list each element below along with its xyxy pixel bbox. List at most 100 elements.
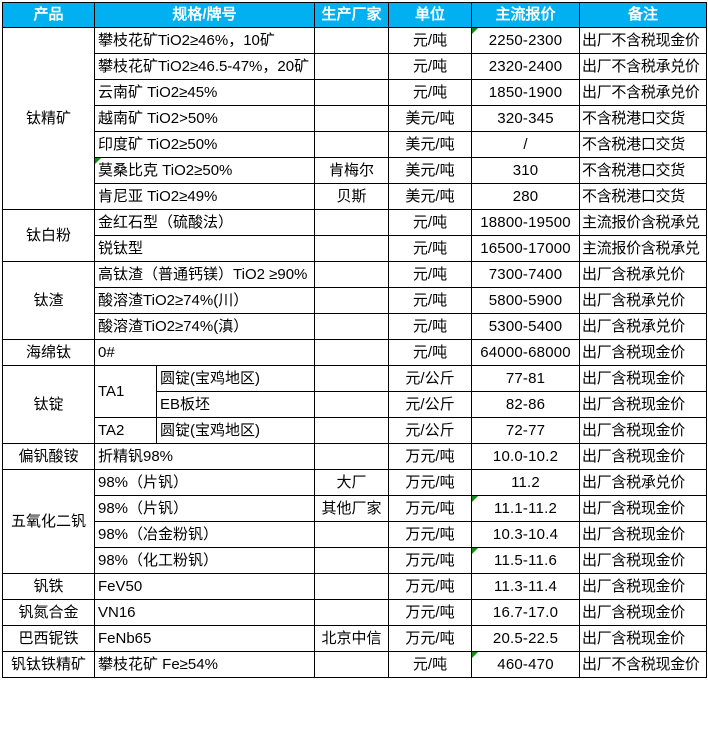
cell-note[interactable]: 出厂不含税承兑价 — [579, 79, 708, 106]
cell-note[interactable]: 不含税港口交货 — [579, 105, 708, 132]
cell-unit[interactable]: 万元/吨 — [388, 469, 473, 496]
cell-spec[interactable]: 云南矿 TiO2≥45% — [93, 79, 316, 106]
cell-unit[interactable]: 万元/吨 — [388, 625, 473, 652]
cell-spec[interactable]: TA2 — [94, 417, 157, 444]
cell-price[interactable]: 77-81 — [471, 365, 581, 392]
cell-price[interactable]: 11.5-11.6 — [471, 547, 581, 574]
cell-note[interactable]: 不含税港口交货 — [579, 157, 708, 184]
cell-unit[interactable]: 万元/吨 — [388, 521, 473, 548]
cell-spec[interactable]: 98%（冶金粉钒） — [93, 521, 316, 548]
cell-spec[interactable]: TA1 — [94, 365, 157, 418]
cell-product[interactable]: 钒钛铁精矿 — [2, 651, 95, 678]
cell-product[interactable]: 钛锭 — [2, 365, 95, 444]
cell-note[interactable]: 出厂含税承兑价 — [579, 469, 708, 496]
cell-vendor[interactable] — [314, 313, 390, 340]
cell-spec[interactable]: FeV50 — [93, 573, 316, 600]
cell-spec[interactable]: 高钛渣（普通钙镁）TiO2 ≥90% — [93, 261, 316, 288]
cell-vendor[interactable] — [314, 209, 390, 236]
cell-note[interactable]: 主流报价含税承兑 — [579, 209, 708, 236]
cell-note[interactable]: 出厂含税现金价 — [579, 521, 708, 548]
cell-vendor[interactable] — [314, 261, 390, 288]
header-cell-unit[interactable]: 单位 — [388, 2, 473, 28]
cell-unit[interactable]: 元/公斤 — [388, 391, 473, 418]
cell-vendor[interactable] — [314, 235, 390, 262]
cell-note[interactable]: 出厂不含税现金价 — [579, 651, 708, 678]
cell-price[interactable]: 16500-17000 — [471, 235, 581, 262]
cell-product[interactable]: 巴西铌铁 — [2, 625, 95, 652]
cell-spec[interactable]: VN16 — [93, 599, 316, 626]
cell-price[interactable]: 10.0-10.2 — [471, 443, 581, 470]
cell-spec[interactable]: 肯尼亚 TiO2≥49% — [93, 183, 316, 210]
cell-vendor[interactable] — [314, 599, 390, 626]
cell-product[interactable]: 偏钒酸铵 — [2, 443, 95, 470]
cell-vendor[interactable] — [314, 651, 390, 678]
cell-unit[interactable]: 美元/吨 — [388, 183, 473, 210]
cell-note[interactable]: 出厂含税现金价 — [579, 599, 708, 626]
cell-spec[interactable]: 金红石型（硫酸法） — [93, 209, 316, 236]
cell-spec[interactable]: 0# — [93, 339, 316, 366]
cell-vendor[interactable] — [314, 27, 390, 54]
cell-unit[interactable]: 元/公斤 — [388, 365, 473, 392]
cell-price[interactable]: 1850-1900 — [471, 79, 581, 106]
cell-spec[interactable]: 攀枝花矿 Fe≥54% — [93, 651, 316, 678]
cell-unit[interactable]: 元/吨 — [388, 79, 473, 106]
cell-price[interactable]: 11.3-11.4 — [471, 573, 581, 600]
cell-spec_sub[interactable]: 圆锭(宝鸡地区) — [155, 417, 316, 444]
cell-price[interactable]: / — [471, 131, 581, 158]
cell-spec[interactable]: 折精钒98% — [93, 443, 316, 470]
cell-vendor[interactable] — [314, 79, 390, 106]
cell-note[interactable]: 出厂含税承兑价 — [579, 287, 708, 314]
cell-vendor[interactable] — [314, 521, 390, 548]
cell-product[interactable]: 钒铁 — [2, 573, 95, 600]
cell-price[interactable]: 82-86 — [471, 391, 581, 418]
cell-unit[interactable]: 元/吨 — [388, 261, 473, 288]
cell-spec[interactable]: 攀枝花矿TiO2≥46.5-47%，20矿 — [93, 53, 316, 80]
cell-note[interactable]: 出厂含税现金价 — [579, 547, 708, 574]
cell-spec[interactable]: FeNb65 — [93, 625, 316, 652]
cell-note[interactable]: 主流报价含税承兑 — [579, 235, 708, 262]
cell-product[interactable]: 钒氮合金 — [2, 599, 95, 626]
cell-price[interactable]: 11.2 — [471, 469, 581, 496]
cell-spec[interactable]: 98%（片钒） — [93, 469, 316, 496]
cell-note[interactable]: 出厂含税现金价 — [579, 339, 708, 366]
cell-note[interactable]: 出厂含税现金价 — [579, 625, 708, 652]
cell-spec[interactable]: 酸溶渣TiO2≥74%(川） — [93, 287, 316, 314]
cell-note[interactable]: 出厂不含税现金价 — [579, 27, 708, 54]
cell-vendor[interactable]: 大厂 — [314, 469, 390, 496]
cell-spec[interactable]: 98%（化工粉钒） — [93, 547, 316, 574]
cell-spec[interactable]: 攀枝花矿TiO2≥46%，10矿 — [93, 27, 316, 54]
header-cell-note[interactable]: 备注 — [579, 2, 708, 28]
cell-spec_sub[interactable]: EB板坯 — [155, 391, 316, 418]
cell-vendor[interactable] — [314, 131, 390, 158]
cell-spec[interactable]: 越南矿 TiO2>50% — [93, 105, 316, 132]
cell-price[interactable]: 16.7-17.0 — [471, 599, 581, 626]
cell-vendor[interactable] — [314, 417, 390, 444]
cell-vendor[interactable]: 北京中信 — [314, 625, 390, 652]
cell-price[interactable]: 5300-5400 — [471, 313, 581, 340]
cell-price[interactable]: 72-77 — [471, 417, 581, 444]
cell-unit[interactable]: 元/吨 — [388, 235, 473, 262]
cell-unit[interactable]: 美元/吨 — [388, 131, 473, 158]
cell-unit[interactable]: 万元/吨 — [388, 547, 473, 574]
cell-note[interactable]: 出厂含税现金价 — [579, 443, 708, 470]
cell-note[interactable]: 出厂含税现金价 — [579, 391, 708, 418]
cell-product[interactable]: 钛白粉 — [2, 209, 95, 262]
cell-vendor[interactable] — [314, 547, 390, 574]
cell-price[interactable]: 5800-5900 — [471, 287, 581, 314]
cell-price[interactable]: 2250-2300 — [471, 27, 581, 54]
header-cell-spec[interactable]: 规格/牌号 — [93, 2, 316, 28]
cell-price[interactable]: 10.3-10.4 — [471, 521, 581, 548]
cell-unit[interactable]: 元/吨 — [388, 209, 473, 236]
cell-unit[interactable]: 元/吨 — [388, 313, 473, 340]
cell-unit[interactable]: 元/吨 — [388, 287, 473, 314]
cell-note[interactable]: 不含税港口交货 — [579, 131, 708, 158]
cell-product[interactable]: 海绵钛 — [2, 339, 95, 366]
cell-vendor[interactable]: 肯梅尔 — [314, 157, 390, 184]
header-cell-price[interactable]: 主流报价 — [471, 2, 581, 28]
cell-note[interactable]: 出厂含税现金价 — [579, 573, 708, 600]
cell-price[interactable]: 320-345 — [471, 105, 581, 132]
cell-unit[interactable]: 万元/吨 — [388, 573, 473, 600]
cell-price[interactable]: 7300-7400 — [471, 261, 581, 288]
cell-price[interactable]: 18800-19500 — [471, 209, 581, 236]
cell-unit[interactable]: 元/吨 — [388, 339, 473, 366]
